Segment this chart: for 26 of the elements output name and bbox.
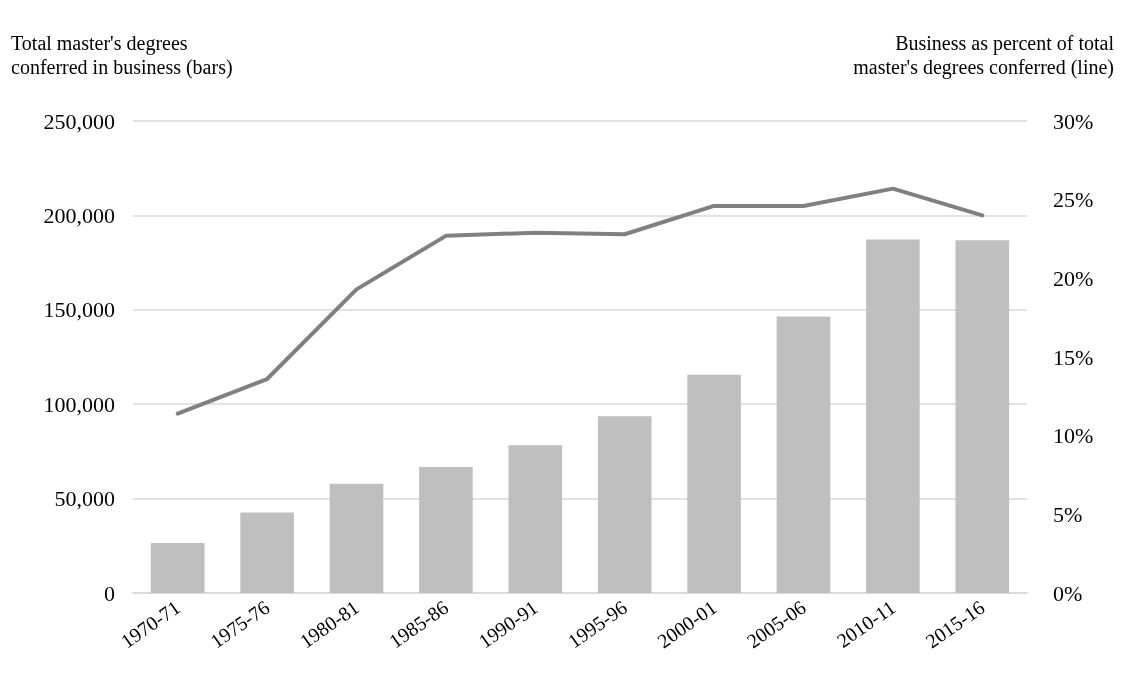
- y-tick-label: 100,000: [43, 391, 115, 417]
- y-tick-label: 150,000: [43, 297, 115, 323]
- bar: [329, 483, 384, 593]
- y-tick-label: 50,000: [54, 486, 115, 512]
- line-series: [175, 186, 985, 416]
- y2-tick-label: 25%: [1053, 187, 1094, 213]
- y2-tick-label: 0%: [1053, 580, 1083, 606]
- bar: [687, 374, 741, 593]
- y2-axis-title: Business as percent of total master's degrees conferred (line): [853, 32, 1115, 79]
- bar: [866, 239, 920, 593]
- bar: [776, 316, 831, 593]
- y2-tick-label: 10%: [1053, 423, 1094, 449]
- y-tick-label: 250,000: [43, 108, 115, 134]
- bar: [508, 445, 563, 593]
- y-axis-title: Total master's degrees conferred in business (bars): [11, 32, 233, 79]
- y-tick-label: 0: [104, 580, 115, 606]
- bar: [597, 416, 652, 593]
- y2-tick-label: 20%: [1053, 265, 1094, 291]
- bar: [240, 512, 294, 593]
- y-tick-label: 200,000: [43, 202, 115, 228]
- y2-tick-label: 15%: [1053, 344, 1094, 370]
- bar: [955, 240, 1010, 593]
- y2-tick-label: 5%: [1053, 501, 1083, 527]
- bar: [419, 467, 473, 593]
- bar: [150, 542, 205, 593]
- y2-tick-label: 30%: [1053, 108, 1094, 134]
